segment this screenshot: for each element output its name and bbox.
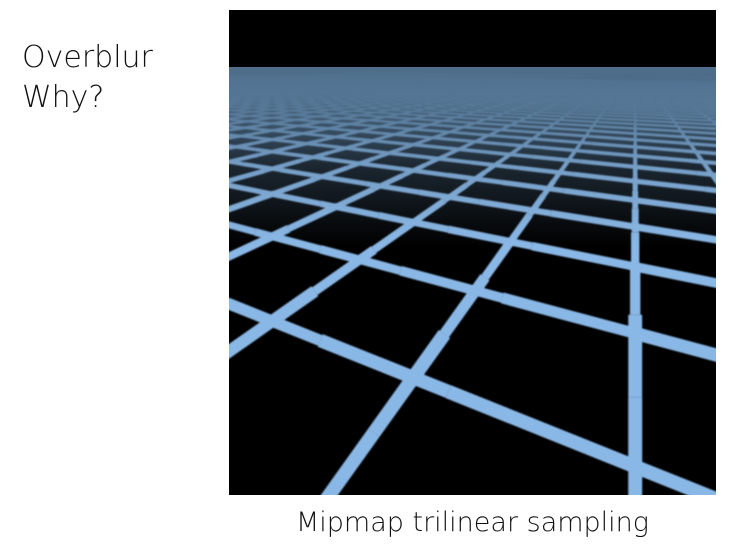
slide-side-text: Overblur Why? — [22, 38, 153, 118]
sky-region — [229, 10, 716, 67]
perspective-grid-image — [229, 10, 716, 495]
checkerboard-plane-render — [229, 10, 716, 495]
overblur-label: Overblur — [22, 40, 153, 75]
why-question: Why? — [22, 80, 105, 115]
